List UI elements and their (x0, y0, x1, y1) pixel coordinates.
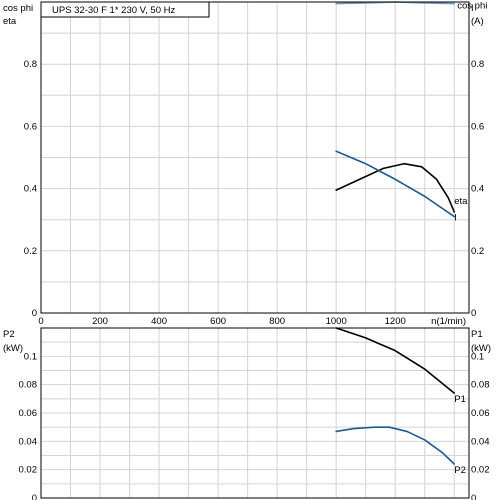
y-right-tick-label: 0 (471, 308, 476, 319)
bottom-panel: P2 (kW) P1 (kW) 0 0 0.02 0.02 0.04 0.04 0.06 0.… (3, 327, 491, 500)
y-right-tick-label: 0.6 (471, 121, 484, 132)
y-right-tick-label: 0.02 (471, 465, 490, 476)
bottom-series (335, 327, 456, 465)
y-left-tick-label: 0.4 (24, 184, 37, 195)
x-tick-label: 600 (210, 316, 226, 327)
y-right-label-p1: P1 (471, 329, 483, 340)
y-right-tick-label: 0.06 (471, 408, 490, 419)
bottom-y-tick-labels: 0 0 0.02 0.02 0.04 0.04 0.06 0.06 0.08 0.08 0.1 0.1 (19, 351, 490, 500)
series-label-eta: eta (454, 196, 468, 207)
y-right-tick-label: 0.08 (471, 380, 490, 391)
y-left-tick-label: 0.6 (24, 121, 37, 132)
y-left-label-p2: P2 (3, 329, 15, 340)
y-right-label-unit: (A) (471, 16, 484, 27)
y-left-tick-label: 0.08 (19, 380, 38, 391)
x-axis-label: n(1/min) (431, 316, 466, 327)
y-left-tick-label: 0 (32, 308, 37, 319)
y-left-tick-label: 0 (32, 493, 37, 500)
top-grid (41, 2, 469, 313)
x-tick-label: 1000 (326, 316, 347, 327)
series-label-i: I (454, 213, 457, 224)
y-right-label-i: I (471, 3, 474, 14)
y-right-tick-label: 0.04 (471, 436, 490, 447)
y-right-label-kw: (kW) (471, 343, 491, 354)
y-left-label-eta: eta (3, 16, 17, 27)
y-left-tick-label: 0.1 (24, 351, 37, 362)
bottom-grid (41, 328, 469, 498)
x-tick-labels: 0 200 400 600 800 1000 1200 (38, 316, 405, 327)
series-line-p2 (335, 426, 456, 465)
y-left-tick-label: 0.02 (19, 465, 38, 476)
top-panel: UPS 32-30 F 1* 230 V, 50 Hz cos phi eta … (3, 1, 487, 327)
top-series-labels: cos phi eta I (454, 1, 487, 224)
y-left-tick-label: 0.2 (24, 246, 37, 257)
x-tick-label: 400 (151, 316, 167, 327)
y-right-tick-label: 0 (471, 493, 476, 500)
series-label-p1: P1 (454, 394, 466, 405)
top-plot-frame (40, 1, 470, 314)
top-y-tick-labels: 0 0 0.2 0.2 0.4 0.4 0.6 0.6 0.8 0.8 (24, 59, 484, 319)
x-tick-label: 200 (92, 316, 108, 327)
y-right-tick-label: 0.4 (471, 184, 484, 195)
y-left-tick-label: 0.8 (24, 59, 37, 70)
y-right-tick-label: 0.2 (471, 246, 484, 257)
bottom-plot-frame (40, 327, 470, 499)
x-tick-label: 800 (269, 316, 285, 327)
y-right-tick-label: 0.8 (471, 59, 484, 70)
x-tick-label: 1200 (385, 316, 406, 327)
y-right-tick-label: 0.1 (471, 351, 484, 362)
x-tick-label: 0 (38, 316, 43, 327)
series-line-p1 (335, 327, 456, 394)
y-left-label-cosphi: cos phi (3, 3, 33, 14)
title-box (40, 1, 210, 18)
chart-title: UPS 32-30 F 1* 230 V, 50 Hz (52, 5, 175, 16)
y-left-label-kw: (kW) (3, 343, 23, 354)
bottom-series-labels: P1 P2 (454, 394, 466, 476)
series-label-p2: P2 (454, 465, 466, 476)
y-left-tick-label: 0.04 (19, 436, 38, 447)
series-line-i (335, 150, 456, 218)
series-label-cos-phi: cos phi (457, 1, 487, 12)
series-line-eta (335, 162, 456, 213)
y-left-tick-label: 0.06 (19, 408, 38, 419)
